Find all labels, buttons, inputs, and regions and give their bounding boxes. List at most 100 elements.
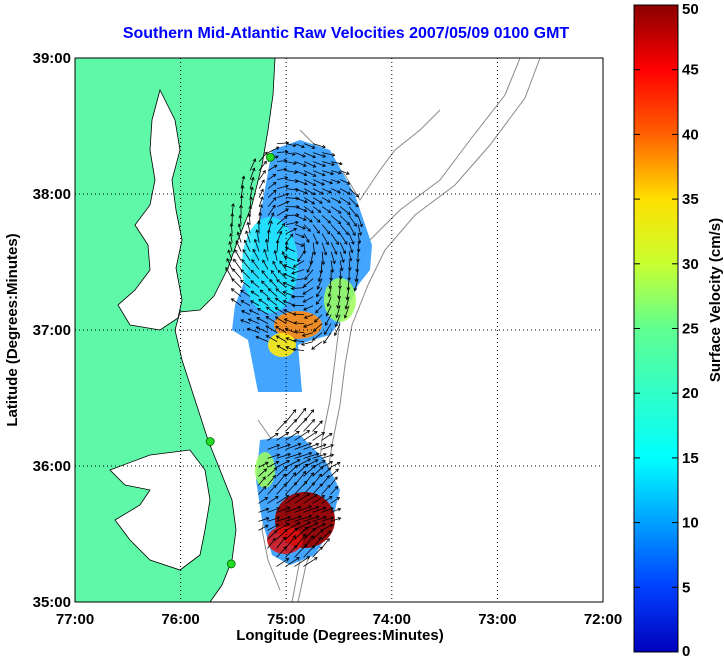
velocity-vector [279,260,287,270]
vector-arrowhead [284,255,288,259]
vector-arrowhead [332,260,336,265]
velocity-vector [232,268,242,279]
velocity-vector [321,206,331,213]
vector-arrowhead [323,251,328,256]
velocity-vector [258,298,269,306]
velocity-vector [285,516,302,522]
velocity-vector [321,538,330,549]
vector-arrowhead [327,467,332,471]
velocity-vector [303,323,314,328]
vector-arrowhead [293,418,298,423]
velocity-vector [303,453,319,459]
velocity-vector [312,453,327,459]
velocity-vector [303,143,315,149]
vector-arrowhead [293,544,298,549]
velocity-vector [276,444,291,450]
vector-arrowhead [290,294,295,299]
velocity-vector [321,530,331,540]
velocity-vector [267,530,278,540]
vector-arrowhead [330,444,334,448]
velocity-vector [277,142,289,144]
vector-arrowhead [293,227,298,232]
velocity-vector [275,297,287,306]
velocity-vector [285,228,297,234]
velocity-vector [312,432,325,441]
y-tick-label: 39:00 [33,50,71,67]
velocity-vector [283,273,296,279]
velocity-vector [313,323,323,332]
vector-arrowhead [315,301,320,305]
vector-arrowhead [327,199,331,203]
velocity-vector [330,224,341,235]
velocity-vector [303,233,310,243]
vector-arrowhead [338,275,343,280]
station-markers [205,152,275,569]
vector-arrowhead [248,309,253,313]
colorbar-tick-label: 15 [682,450,699,467]
velocity-vector [294,526,308,540]
velocity-vector [294,515,312,522]
vector-arrowhead [337,210,342,214]
velocity-vector [303,278,314,288]
vector-arrowhead [274,297,279,302]
velocity-vector [286,337,296,342]
vector-arrowhead [312,328,317,332]
vector-arrowhead [234,249,238,253]
velocity-vector [314,314,323,323]
vector-arrowhead [296,494,300,498]
vector-arrowhead [337,517,342,521]
velocity-vector [335,314,341,327]
vector-arrowhead [283,158,288,163]
vector-arrowhead [303,307,307,311]
vector-arrowhead [281,251,286,255]
velocity-vector [294,430,310,441]
velocity-vector [357,233,361,244]
northern-cyan-patch [242,217,298,313]
velocity-vector [312,507,327,513]
vector-arrowhead [315,452,320,456]
velocity-vector [312,546,323,558]
vector-arrowhead [354,213,358,218]
velocity-vector [258,179,265,189]
velocity-vector [256,317,269,324]
velocity-vector [276,495,289,504]
velocity-vector [323,332,332,344]
vector-arrowhead [312,164,317,168]
vector-arrowhead [285,200,290,205]
velocity-vector [318,269,323,282]
vector-arrowhead [345,171,350,175]
vector-arrowhead [284,528,288,533]
vector-arrowhead [308,442,313,446]
velocity-vector [267,189,277,198]
velocity-vector [312,170,326,176]
vector-arrowhead [259,203,264,208]
vector-arrowhead [296,196,300,201]
vector-arrowhead [327,484,331,489]
velocity-vector [249,309,260,315]
vector-arrowhead [256,220,261,224]
velocity-vector [339,251,345,263]
velocity-vector [294,505,312,513]
velocity-vector [233,258,242,270]
velocity-vector [348,188,359,198]
velocity-vector [240,319,251,324]
colorbar-tick-label: 0 [682,643,690,659]
vector-arrowhead [330,516,335,521]
vector-arrowhead [282,536,287,541]
vector-arrowhead [227,249,231,254]
velocity-vector [248,214,251,225]
vector-arrowhead [336,180,341,184]
velocity-vector [339,269,342,279]
vector-arrowhead [275,288,280,292]
vector-arrowhead [333,251,338,255]
vector-arrowhead [272,173,277,178]
vector-arrowhead [241,310,245,314]
vector-arrowhead [315,309,319,314]
velocity-vector [345,296,350,310]
vector-arrowhead [282,272,287,277]
vector-arrowhead [260,188,264,193]
velocity-vector [303,296,314,303]
velocity-vector [261,270,269,279]
vector-arrowhead [242,249,246,253]
velocity-vector [267,444,280,450]
